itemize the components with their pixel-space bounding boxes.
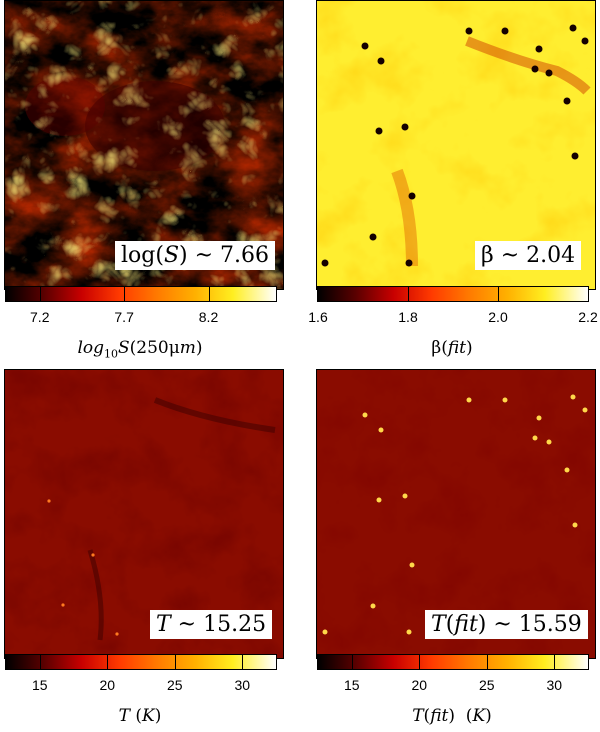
point-source <box>502 397 508 403</box>
map-beta: β ~ 2.04 <box>316 0 596 290</box>
colorbar-label-log-flux: log10S(250μm) <box>77 338 203 361</box>
colorbar-tick-label: 30 <box>546 677 563 693</box>
point-source <box>531 65 539 73</box>
point-source <box>115 632 119 636</box>
colorbar-tick-label: 2.0 <box>488 309 508 325</box>
point-source <box>402 493 408 499</box>
point-source <box>408 192 416 200</box>
colorbar-tick <box>124 287 126 302</box>
colorbar-tick-label: 1.8 <box>398 309 418 325</box>
colorbar-tick <box>107 655 109 670</box>
colorbar-tick <box>486 655 488 670</box>
colorbar-tick-label: 15 <box>343 677 360 693</box>
point-source <box>581 37 589 45</box>
colorbar-tick <box>242 655 244 670</box>
colorbar-label-beta: β(fit) <box>431 338 473 358</box>
point-source <box>571 152 579 160</box>
point-source <box>532 435 538 441</box>
map-log-flux: log(S) ~ 7.66 <box>4 0 284 290</box>
colorbar-tick <box>39 287 41 302</box>
point-source <box>369 233 377 241</box>
colorbar-tick-label: 25 <box>478 677 495 693</box>
colorbar-tick-label: 7.7 <box>114 309 134 325</box>
annotation-temperature: T ~ 15.25 <box>150 610 273 639</box>
colorbar-tick-label: 7.2 <box>30 309 50 325</box>
annotation-beta: β ~ 2.04 <box>475 241 582 270</box>
point-source <box>406 629 412 635</box>
point-source <box>545 69 553 77</box>
colorbar-tick-label: 15 <box>31 677 48 693</box>
colorbar-beta <box>317 286 589 302</box>
colorbar-tick <box>174 655 176 670</box>
point-source <box>376 497 382 503</box>
point-source <box>570 394 576 400</box>
colorbar-temperature <box>5 654 277 670</box>
colorbar-temperature-fit <box>317 654 589 670</box>
colorbar-tick <box>419 655 421 670</box>
colorbar-tick <box>39 655 41 670</box>
colorbar-tick-label: 25 <box>166 677 183 693</box>
annotation-log-flux: log(S) ~ 7.66 <box>115 241 276 270</box>
map-temperature-fit: T(fit) ~ 15.59 <box>316 369 596 659</box>
point-source <box>546 439 552 445</box>
colorbar-tick <box>208 287 210 302</box>
point-source <box>569 24 577 32</box>
point-source <box>47 499 51 503</box>
colorbar-tick <box>351 655 353 670</box>
point-source <box>377 57 385 65</box>
point-source <box>465 27 473 35</box>
point-source <box>370 603 376 609</box>
colorbar-tick <box>408 287 409 302</box>
colorbar-label-temperature-fit: T(fit) (K) <box>412 706 492 726</box>
colorbar-tick-label: 1.6 <box>308 309 328 325</box>
point-source <box>409 562 415 568</box>
point-source <box>501 27 509 35</box>
colorbar-tick-label: 20 <box>411 677 428 693</box>
point-source <box>322 629 328 635</box>
point-source <box>564 467 570 473</box>
point-source <box>536 415 542 421</box>
colorbar-log-flux <box>5 286 277 302</box>
point-source <box>362 412 368 418</box>
colorbar-label-temperature: T (K) <box>118 706 162 726</box>
point-source <box>466 397 472 403</box>
point-source <box>375 127 383 135</box>
annotation-temperature-fit: T(fit) ~ 15.59 <box>425 610 588 639</box>
point-source <box>572 522 578 528</box>
map-temperature: T ~ 15.25 <box>4 369 284 659</box>
point-source <box>535 45 543 53</box>
colorbar-tick-label: 30 <box>234 677 251 693</box>
point-source <box>378 427 384 433</box>
colorbar-tick <box>498 287 499 302</box>
colorbar-tick <box>554 655 556 670</box>
colorbar-tick-label: 2.2 <box>578 309 598 325</box>
colorbar-tick-label: 8.2 <box>198 309 219 325</box>
point-source <box>563 97 571 105</box>
point-source <box>401 123 409 131</box>
point-source <box>321 259 329 267</box>
point-source <box>61 603 65 607</box>
point-source <box>361 42 369 50</box>
point-source <box>91 553 95 557</box>
point-source <box>582 407 588 413</box>
point-source <box>405 259 413 267</box>
colorbar-tick-label: 20 <box>99 677 116 693</box>
